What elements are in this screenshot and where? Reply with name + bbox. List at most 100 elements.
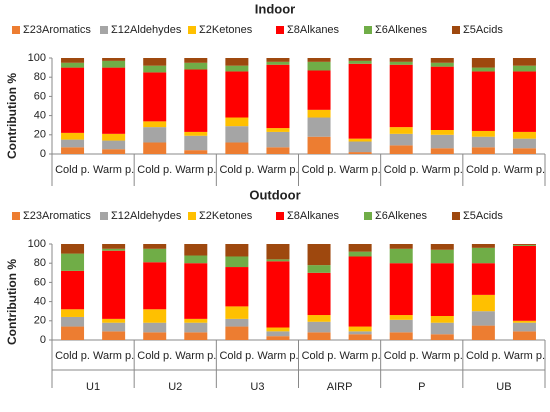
bar-segment: [512, 65, 536, 72]
x-tick-label: Cold p.: [466, 164, 501, 176]
bar-segment: [512, 331, 536, 340]
legend-label: Σ5Acids: [463, 24, 503, 36]
bar-segment: [225, 267, 249, 307]
bar-segment: [471, 294, 495, 312]
bar-segment: [225, 65, 249, 72]
bar-segment: [225, 326, 249, 340]
bar-segment: [471, 67, 495, 72]
bar-segment: [430, 334, 454, 340]
bar-segment: [389, 61, 413, 65]
bar-segment: [225, 142, 249, 154]
x-tick-label: Cold p.: [137, 164, 172, 176]
x-tick-label: Cold p.: [466, 350, 501, 362]
group-label: U1: [86, 381, 100, 393]
bar-segment: [512, 244, 536, 245]
legend-label: Σ2Ketones: [199, 210, 253, 222]
bar-segment: [348, 334, 372, 340]
bar-segment: [143, 58, 167, 66]
x-tick-label: Cold p.: [55, 164, 90, 176]
bar-segment: [430, 316, 454, 323]
legend-label: Σ8Alkanes: [287, 210, 340, 222]
bar-segment: [389, 64, 413, 128]
bar-segment: [389, 244, 413, 249]
bar-segment: [184, 69, 208, 132]
bar-segment: [348, 244, 372, 252]
bar-segment: [430, 322, 454, 335]
x-tick-label: Warm p.: [257, 164, 298, 176]
bar-segment: [61, 147, 85, 154]
bar-segment: [61, 62, 85, 68]
bar-segment: [184, 135, 208, 151]
y-tick-label: 100: [28, 52, 46, 64]
bar-segment: [102, 318, 126, 323]
bar-segment: [266, 259, 290, 262]
bar-segment: [102, 60, 126, 68]
bar-segment: [61, 139, 85, 148]
y-tick-label: 40: [34, 296, 46, 308]
bar-segment: [348, 141, 372, 153]
bar-segment: [225, 117, 249, 127]
x-tick-label: Warm p.: [175, 164, 216, 176]
bar-segment: [471, 244, 495, 248]
legend-label: Σ6Alkenes: [375, 24, 428, 36]
y-tick-label: 0: [40, 148, 46, 160]
bar-segment: [512, 58, 536, 66]
bar-segment: [102, 67, 126, 134]
legend-swatch: [452, 26, 460, 34]
bar-segment: [225, 71, 249, 118]
x-tick-label: Cold p.: [384, 350, 419, 362]
bar-segment: [348, 251, 372, 257]
bar-segment: [143, 72, 167, 122]
legend-label: Σ23Aromatics: [23, 210, 91, 222]
bar-segment: [348, 256, 372, 327]
bar-segment: [389, 263, 413, 316]
bar-segment: [102, 331, 126, 340]
bar-segment: [143, 332, 167, 340]
bar-segment: [102, 140, 126, 150]
bar-segment: [143, 142, 167, 154]
y-tick-label: 60: [34, 90, 46, 102]
x-tick-label: Warm p.: [93, 164, 134, 176]
bar-segment: [61, 270, 85, 310]
bar-segment: [512, 71, 536, 132]
y-tick-label: 80: [34, 71, 46, 83]
bar-segment: [184, 255, 208, 264]
bar-segment: [184, 58, 208, 63]
x-tick-label: Warm p.: [422, 350, 463, 362]
y-tick-label: 20: [34, 315, 46, 327]
bar-segment: [512, 138, 536, 149]
bar-segment: [512, 320, 536, 323]
y-tick-label: 100: [28, 238, 46, 250]
x-tick-label: Cold p.: [137, 350, 172, 362]
bar-segment: [471, 147, 495, 154]
bar-segment: [143, 322, 167, 333]
bar-segment: [307, 70, 331, 110]
legend-swatch: [188, 212, 196, 220]
bar-segment: [307, 61, 331, 71]
legend-swatch: [100, 26, 108, 34]
x-tick-label: Cold p.: [219, 350, 254, 362]
bar-segment: [143, 248, 167, 263]
bar-segment: [389, 332, 413, 340]
bar-segment: [61, 309, 85, 317]
x-tick-label: Warm p.: [175, 350, 216, 362]
bar-segment: [266, 327, 290, 332]
bar-segment: [348, 326, 372, 332]
bar-segment: [389, 248, 413, 264]
bar-segment: [307, 244, 331, 266]
bar-segment: [307, 109, 331, 118]
y-tick-label: 20: [34, 129, 46, 141]
legend-label: Σ8Alkanes: [287, 24, 340, 36]
bar-segment: [266, 58, 290, 62]
y-tick-label: 0: [40, 334, 46, 346]
legend-label: Σ23Aromatics: [23, 24, 91, 36]
bar-segment: [102, 58, 126, 61]
bar-segment: [102, 244, 126, 249]
bar-segment: [102, 149, 126, 154]
bar-segment: [307, 315, 331, 322]
group-label: U3: [250, 381, 264, 393]
bar-segment: [266, 336, 290, 340]
bar-segment: [266, 64, 290, 129]
bar-segment: [430, 134, 454, 149]
bar-segment: [348, 331, 372, 335]
